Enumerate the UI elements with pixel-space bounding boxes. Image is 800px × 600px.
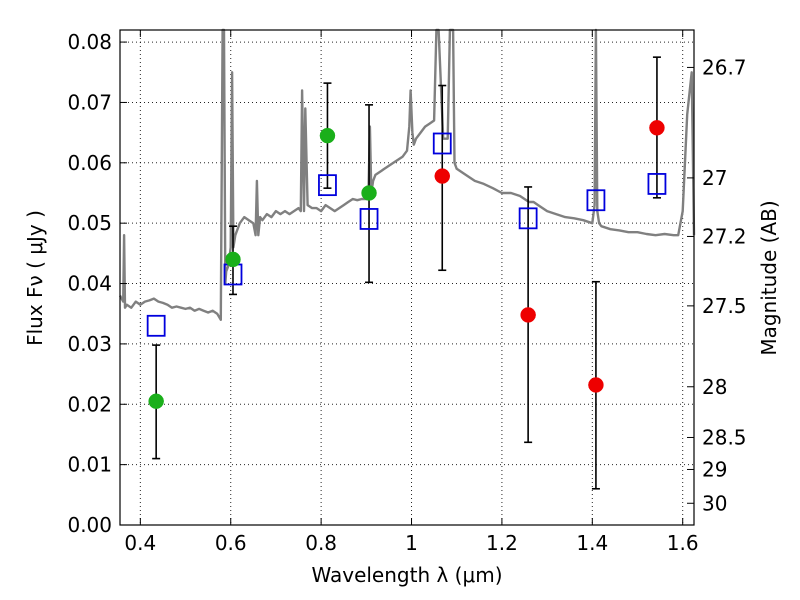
- right-tick-label: 28.5: [702, 425, 747, 449]
- x-tick-label: 1: [405, 531, 418, 555]
- low-significance-point: [434, 168, 451, 184]
- template-spectrum-line: [118, 28, 696, 321]
- plot-background: [120, 30, 694, 525]
- x-axis-title: Wavelength λ (μm): [311, 563, 502, 587]
- x-axis-ticks: 0.4 0.6 0.8 1 1.2 1.4 1.6: [124, 30, 699, 555]
- y-axis-title-right: Magnitude (AB): [757, 200, 781, 355]
- right-tick-label: 27.5: [702, 294, 747, 318]
- template-spectrum: [118, 28, 696, 321]
- x-tick-label: 1.6: [667, 531, 699, 555]
- y-tick-label: 0.07: [67, 90, 112, 114]
- model-point-square: [647, 173, 667, 195]
- y-tick-label: 0.01: [67, 453, 112, 477]
- x-tick-label: 0.4: [124, 531, 156, 555]
- low-significance-point: [649, 120, 665, 136]
- y-tick-label: 0.06: [67, 151, 112, 175]
- y-tick-label: 0.02: [67, 392, 112, 416]
- model-point-square: [432, 132, 452, 155]
- right-tick-label: 30: [702, 491, 727, 515]
- model-point-square: [518, 207, 538, 230]
- low-significance-point: [588, 377, 604, 393]
- axes-border: [119, 29, 695, 526]
- y-tick-label: 0.05: [67, 211, 112, 235]
- y-tick-label: 0.00: [67, 513, 112, 537]
- detection-point: [319, 127, 336, 144]
- detection-point: [225, 251, 241, 268]
- right-axis-ticks: 26.7 27 27.2 27.5 28 28.5 29 30: [687, 55, 747, 515]
- right-tick-label: 29: [702, 457, 727, 481]
- y-axis-title-left: Flux Fν ( μJy ): [23, 210, 47, 346]
- x-tick-label: 0.6: [215, 531, 247, 555]
- detection-point: [361, 185, 377, 201]
- right-tick-label: 27.2: [702, 224, 747, 248]
- model-point-square: [359, 208, 379, 230]
- model-point-square: [586, 189, 606, 212]
- x-tick-label: 1.2: [486, 531, 518, 555]
- low-significance-point: [520, 307, 536, 323]
- y-axis-ticks: 0.00 0.01 0.02 0.03 0.04 0.05 0.06 0.07 0.08: [67, 30, 127, 537]
- right-tick-label: 26.7: [702, 55, 747, 79]
- model-point-square: [318, 174, 337, 197]
- x-tick-label: 0.8: [305, 531, 337, 555]
- y-tick-label: 0.03: [67, 332, 112, 356]
- plot-area: [118, 28, 696, 526]
- y-tick-label: 0.08: [67, 30, 112, 54]
- right-tick-label: 28: [702, 375, 727, 399]
- data-markers: [146, 120, 667, 409]
- grid: [120, 30, 694, 526]
- model-point-square: [146, 314, 166, 337]
- axes-frame: [119, 29, 695, 526]
- detection-point: [148, 393, 164, 409]
- x-tick-label: 1.4: [576, 531, 608, 555]
- y-tick-label: 0.04: [67, 272, 112, 296]
- right-tick-label: 27: [702, 166, 727, 190]
